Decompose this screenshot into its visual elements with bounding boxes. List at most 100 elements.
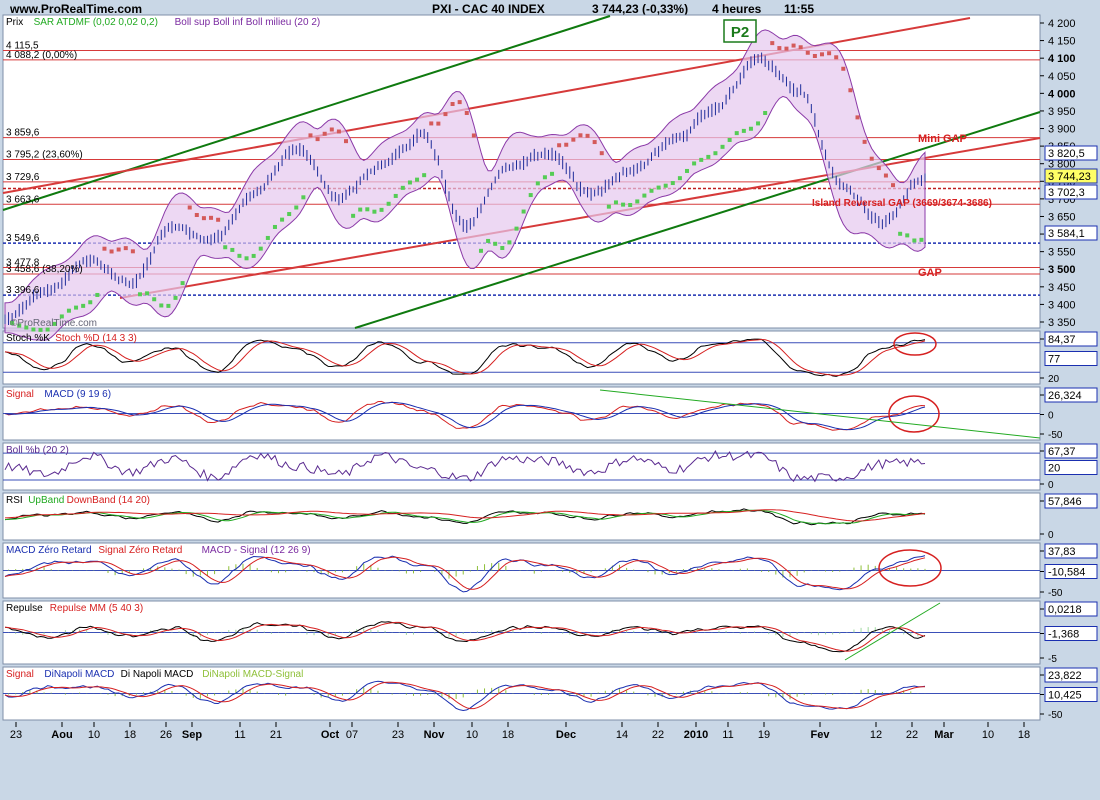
series-line-stoch [4,338,926,377]
legend-rsi: UpBand [28,495,64,506]
value-badge [1044,667,1098,683]
legend-stoch: Stoch %K [6,333,50,344]
sar-dot [621,202,626,207]
trend-line-green [354,111,1041,329]
y-tick-price: 3 400 [1048,299,1076,311]
legend-dinapoli: Signal [6,669,34,680]
series-line-repulse [4,621,926,653]
sar-dot [805,50,810,55]
y-tick-price: 4 200 [1048,18,1076,30]
x-tick-label: 10 [982,729,994,741]
sar-dot [535,181,540,186]
sar-dot [670,181,675,186]
value-badge-text: 20 [1048,463,1060,475]
x-tick-label: Dec [556,729,576,741]
sar-dot [336,129,341,134]
x-tick-label: 2010 [684,729,708,741]
sar-dot [550,171,555,176]
sar-dot [635,199,640,204]
sar-dot [919,237,924,242]
sar-dot [798,45,803,50]
sar-dot [123,246,128,251]
sar-dot [95,292,100,297]
sar-dot [45,327,50,332]
sar-dot [756,121,761,126]
sar-dot [827,51,832,56]
sar-dot [869,156,874,161]
value-badge [1044,168,1098,184]
price-level-label: 3 396,6 [6,285,40,296]
highlight-circle [893,332,937,356]
x-tick-label: Aou [51,729,72,741]
sar-dot [102,246,107,251]
trend-line-red [119,137,1041,299]
annotation-mini-gap: Mini GAP [918,133,967,145]
value-badge-text: 3 744,23 [1048,171,1091,183]
x-tick-label: Mar [934,729,954,741]
sar-dot [173,295,178,300]
site-name: www.ProRealTime.com [10,2,143,16]
sar-dot [109,249,114,254]
sar-dot [422,173,427,178]
sar-dot [258,246,263,251]
value-badge-text: 84,37 [1048,334,1076,346]
sar-dot [883,173,888,178]
value-badge [1044,225,1098,241]
sar-dot [159,303,164,308]
value-badge [1044,564,1098,579]
sar-dot [834,55,839,60]
panel-stoch [2,330,1041,385]
x-tick-label: 26 [160,729,172,741]
signal-line-repulse [4,621,926,652]
value-badge-text: 3 584,1 [1048,228,1085,240]
x-tick-label: 11 [234,729,245,741]
sar-dot [699,157,704,162]
series-line-dinapoli [4,680,926,712]
y-tick-price: 4 050 [1048,71,1076,83]
value-badge-text: 10,425 [1048,690,1082,702]
value-badge-text: -1,368 [1048,629,1079,641]
value-badge [1044,543,1098,559]
sar-dot [180,281,185,286]
sar-dot [351,213,356,218]
period-label: 4 heures [712,2,762,16]
x-tick-label: 11 [722,729,733,741]
value-badge-text: 77 [1048,354,1060,366]
sar-dot [301,195,306,200]
sar-dot [478,248,483,253]
value-badge [1044,601,1098,617]
sar-dot [848,88,853,93]
x-tick-label: 22 [906,729,918,741]
sar-dot [784,46,789,51]
sar-dot [578,133,583,138]
signal-line-dinapoli [4,681,926,710]
price-level-label: 4 088,2 (0,00%) [6,50,77,61]
sar-dot [393,193,398,198]
sar-dot [720,144,725,149]
sar-dot [862,139,867,144]
sar-dot [706,154,711,159]
sar-dot [521,209,526,214]
value-badge [1044,493,1098,509]
value-badge-text: 23,822 [1048,670,1082,682]
annotation-p2: P2 [731,24,749,41]
y-tick-repulse: -5 [1048,654,1057,665]
value-badge [1044,687,1098,702]
sar-dot [812,53,817,58]
value-badge-text: 3 820,5 [1048,148,1085,160]
trend-line-green [2,15,611,211]
sar-dot [372,209,377,214]
y-tick-macd: -50 [1048,430,1063,441]
sar-dot [613,200,618,205]
sar-dot [308,133,313,138]
sar-dot [557,143,562,148]
sar-dot [500,245,505,250]
bollinger-band [4,29,926,341]
sar-dot [66,308,71,313]
sar-dot [187,205,192,210]
sar-dot [344,139,349,144]
sar-dot [912,238,917,243]
sar-dot [365,207,370,212]
sar-dot [287,212,292,217]
